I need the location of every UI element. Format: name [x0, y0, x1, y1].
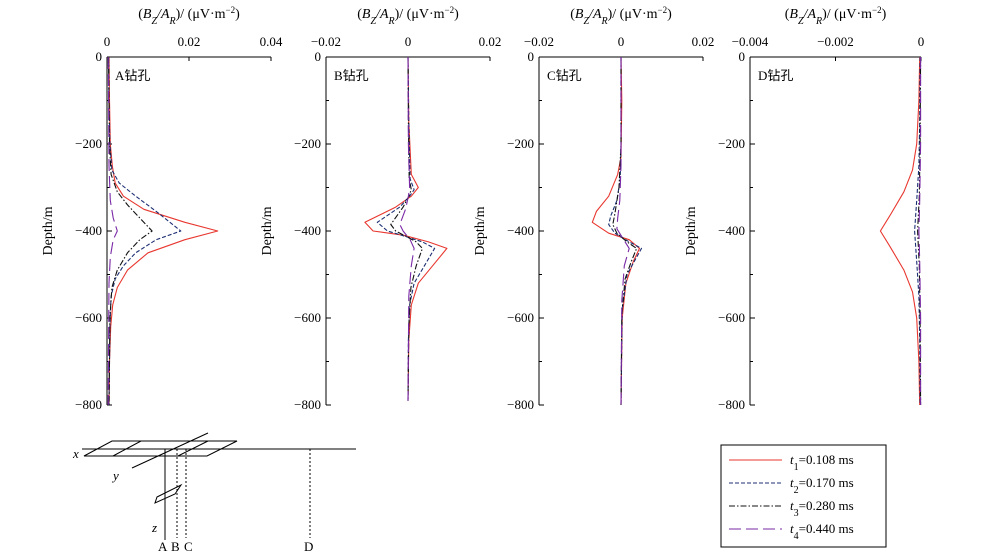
series-line-t1 — [879, 56, 921, 406]
schematic-y-axis — [131, 432, 209, 469]
y-tick-label: −400 — [294, 223, 321, 238]
x-tick-label: 0 — [618, 34, 625, 49]
y-tick-label: −800 — [718, 397, 745, 412]
x-axis-title: (BZ/AR)/ (μV·m−2) — [138, 5, 240, 27]
x-axis-title: (BZ/AR)/ (μV·m−2) — [785, 5, 887, 27]
y-tick-label: −400 — [718, 223, 745, 238]
y-axis-label: Depth/m — [684, 206, 699, 255]
y-tick-label: −200 — [507, 136, 534, 151]
borehole-schematic: x y z A B C D — [72, 432, 356, 554]
panel-label: D钻孔 — [758, 68, 793, 83]
schematic-x-label: x — [72, 446, 79, 461]
x-tick-label: −0.02 — [311, 34, 341, 49]
schematic-loop-large — [112, 440, 238, 457]
legend-label: t4=0.440 ms — [790, 521, 854, 542]
legend-label: t1=0.108 ms — [790, 452, 854, 473]
borehole-letter-c: C — [184, 539, 193, 554]
chart-panel-1: 0 0.02 0.04 0 −200 −400 −600 −800 Depth/m (BZ/AR)… — [41, 5, 283, 412]
x-tick-label: −0.002 — [817, 34, 854, 49]
chart-panel-2: −0.02 0 0.020−200−400−600−800Depth/m(BZ/AR… — [260, 5, 501, 412]
x-axis-title: (BZ/AR)/ (μV·m−2) — [357, 5, 459, 27]
y-tick-label: −200 — [294, 136, 321, 151]
series-line-t1 — [364, 56, 448, 401]
legend-label: t3=0.280 ms — [790, 498, 854, 519]
series-line-t1 — [108, 56, 219, 406]
series-line-t2 — [376, 56, 436, 401]
schematic-y-label: y — [111, 468, 119, 483]
y-tick-label: 0 — [315, 49, 322, 64]
schematic-conductor-plate — [154, 483, 183, 504]
y-tick-label: −400 — [75, 223, 102, 238]
y-tick-label: −400 — [507, 223, 534, 238]
x-tick-label: 0.04 — [260, 34, 283, 49]
x-tick-label: −0.004 — [732, 34, 769, 49]
borehole-letter-b: B — [171, 539, 180, 554]
series-line-t3 — [612, 57, 638, 406]
y-tick-label: −600 — [718, 310, 745, 325]
y-axis-label: Depth/m — [473, 206, 488, 255]
series-line-t4 — [107, 56, 118, 406]
series-line-t2 — [914, 56, 921, 406]
y-tick-label: −800 — [507, 397, 534, 412]
series-line-t4 — [399, 56, 415, 401]
y-tick-label: −800 — [294, 397, 321, 412]
panel-label: B钻孔 — [334, 68, 369, 83]
x-tick-label: 0 — [918, 34, 925, 49]
x-tick-label: 0.02 — [178, 34, 201, 49]
y-tick-label: 0 — [528, 49, 535, 64]
y-tick-label: 0 — [96, 49, 103, 64]
y-tick-label: −800 — [75, 397, 102, 412]
chart-panel-4: −0.004 −0.002 0 0 −200 −400 −600 −800 Depth/m (BZ… — [684, 5, 924, 412]
y-tick-label: −600 — [507, 310, 534, 325]
series-line-t3 — [108, 56, 153, 406]
x-tick-label: 0 — [405, 34, 412, 49]
y-tick-label: 0 — [739, 49, 746, 64]
series-line-t4 — [616, 57, 630, 406]
series-line-t2 — [108, 56, 182, 406]
borehole-letter-a: A — [158, 539, 168, 554]
series-line-t4 — [918, 57, 922, 405]
y-axis-label: Depth/m — [41, 206, 56, 255]
chart-panel-3: −0.02 0 0.020−200−400−600−800Depth/m(BZ/AR… — [473, 5, 714, 412]
series-line-t3 — [390, 56, 423, 401]
schematic-z-label: z — [151, 520, 157, 535]
x-tick-label: −0.02 — [524, 34, 554, 49]
x-axis-title: (BZ/AR)/ (μV·m−2) — [570, 5, 672, 27]
y-axis-label: Depth/m — [260, 206, 275, 255]
panel-label: C钻孔 — [547, 68, 582, 83]
legend-label: t2=0.170 ms — [790, 475, 854, 496]
borehole-letter-d: D — [304, 539, 313, 554]
legend-box — [720, 444, 887, 548]
chart-panels: 0 0.02 0.04 0 −200 −400 −600 −800 Depth/m (BZ/AR)… — [41, 5, 924, 412]
x-tick-label: 0.02 — [692, 34, 715, 49]
x-tick-label: 0.02 — [479, 34, 502, 49]
y-tick-label: −600 — [294, 310, 321, 325]
y-tick-label: −200 — [718, 136, 745, 151]
series-line-t2 — [608, 57, 643, 406]
y-tick-label: −200 — [75, 136, 102, 151]
x-tick-label: 0 — [104, 34, 111, 49]
panel-label: A钻孔 — [115, 68, 150, 83]
y-tick-label: −600 — [75, 310, 102, 325]
